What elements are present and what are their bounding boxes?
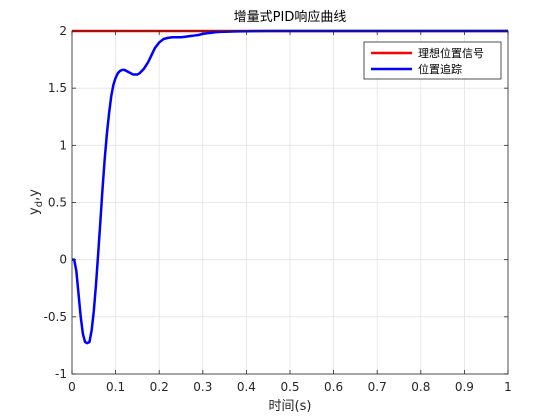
x-tick-label: 0.6 <box>324 380 343 394</box>
ticks: 0 0.1 0.2 0.3 0.4 0.5 0.6 0.7 0.8 0.9 1 -1 -0.5 0 0.5 1… <box>44 24 512 394</box>
y-tick-label: 1.5 <box>48 81 67 95</box>
y-axis-label-sub: d <box>34 201 45 207</box>
y-tick-label: 0.5 <box>48 196 67 210</box>
x-tick-label: 1 <box>504 380 512 394</box>
y-tick-label: 2 <box>59 24 67 38</box>
y-axis-label: yd,y <box>27 189 45 215</box>
chart-title: 增量式PID响应曲线 <box>234 9 347 25</box>
legend-label-ideal: 理想位置信号 <box>418 46 484 60</box>
legend-label-tracking: 位置追踪 <box>418 62 462 76</box>
legend-box <box>363 41 502 80</box>
x-tick-label: 0.5 <box>280 380 299 394</box>
y-tick-label: 0 <box>59 253 67 267</box>
x-axis-label: 时间(s) <box>269 399 312 414</box>
x-tick-label: 0.1 <box>106 380 125 394</box>
x-tick-label: 0.4 <box>237 380 256 394</box>
x-tick-label: 0 <box>68 380 76 394</box>
y-tick-label: -0.5 <box>44 310 67 324</box>
x-tick-label: 0.9 <box>455 380 474 394</box>
y-tick-label: -1 <box>55 367 67 381</box>
y-axis-label-tail: ,y <box>27 189 42 201</box>
x-tick-label: 0.8 <box>411 380 430 394</box>
legend: 理想位置信号 位置追踪 <box>363 41 502 80</box>
y-tick-label: 1 <box>59 138 67 152</box>
x-tick-label: 0.7 <box>368 380 387 394</box>
y-axis-label-main: y <box>27 207 42 215</box>
x-tick-label: 0.2 <box>150 380 169 394</box>
series-line-tracking <box>72 29 508 345</box>
x-tick-label: 0.3 <box>193 380 212 394</box>
